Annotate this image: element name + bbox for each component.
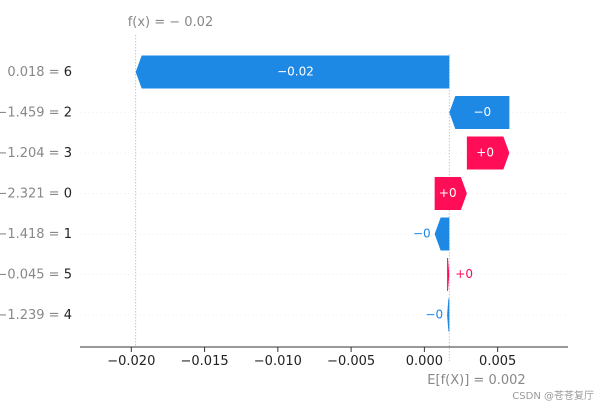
feature-label: −0.045 = 5 — [0, 267, 72, 282]
bar-value-label: +0 — [439, 186, 457, 200]
x-tick-label: −0.020 — [107, 354, 155, 369]
fx-label: f(x) = − 0.02 — [128, 15, 214, 30]
feature-value: −1.459 = — [0, 105, 64, 120]
x-tick-label: 0.005 — [479, 354, 516, 369]
feature-index: 1 — [64, 227, 72, 242]
feature-label: −1.239 = 4 — [0, 308, 72, 323]
feature-label: −1.204 = 3 — [0, 146, 72, 161]
feature-label: −1.459 = 2 — [0, 105, 72, 120]
feature-value: −2.321 = — [0, 186, 64, 201]
feature-value: −1.239 = — [0, 308, 64, 323]
watermark: CSDN @苍苍复厅 — [512, 391, 594, 402]
feature-index: 4 — [64, 308, 72, 323]
bar-neg — [135, 55, 450, 89]
x-tick-label: −0.010 — [254, 354, 302, 369]
feature-index: 5 — [64, 267, 72, 282]
output-labels: f(x) = − 0.02 E[f(X)] = 0.002 — [128, 15, 526, 388]
feature-label: −1.418 = 1 — [0, 227, 72, 242]
bar-neg — [447, 298, 450, 332]
x-tick-label: −0.015 — [181, 354, 229, 369]
x-tick-label: −0.005 — [327, 354, 375, 369]
bar-pos — [447, 258, 450, 291]
bars: −0.02 −0 +0 +0 −0 +0 −0 — [135, 55, 510, 332]
feature-labels: 0.018 = 6−1.459 = 2−1.204 = 3−2.321 = 0−… — [0, 65, 72, 323]
bar-neg — [434, 217, 450, 251]
bar-value-label: +0 — [476, 146, 494, 160]
feature-label: 0.018 = 6 — [7, 65, 72, 80]
feature-index: 2 — [64, 105, 72, 120]
bar-value-label: −0 — [473, 105, 491, 119]
bar-value-label: −0 — [425, 308, 443, 322]
feature-value: −1.418 = — [0, 227, 64, 242]
feature-index: 3 — [64, 146, 72, 161]
bar-pos — [466, 136, 510, 170]
feature-label: −2.321 = 0 — [0, 186, 72, 201]
ex-label: E[f(X)] = 0.002 — [427, 373, 525, 388]
feature-value: −0.045 = — [0, 267, 64, 282]
bar-value-label: −0 — [413, 227, 431, 241]
bar-value-label: +0 — [455, 267, 473, 281]
x-axis: −0.020 −0.015 −0.010 −0.005 0.000 0.005 — [80, 346, 568, 369]
bar-neg — [449, 96, 510, 129]
x-tick-label: 0.000 — [406, 354, 443, 369]
feature-index: 0 — [64, 186, 72, 201]
bar-pos — [434, 177, 467, 210]
feature-value: 0.018 = — [7, 65, 63, 80]
feature-index: 6 — [64, 65, 72, 80]
feature-value: −1.204 = — [0, 146, 64, 161]
bar-value-label: −0.02 — [277, 65, 314, 79]
